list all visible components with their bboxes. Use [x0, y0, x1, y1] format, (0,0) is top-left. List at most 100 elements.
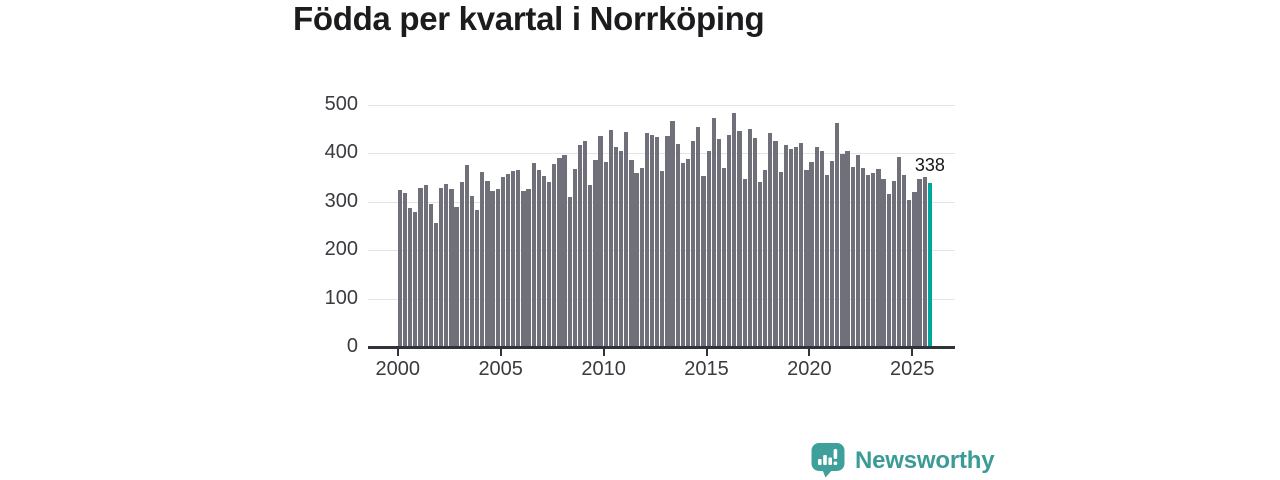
bar-2014Q3 — [696, 127, 701, 347]
bar-2012Q4 — [660, 171, 665, 347]
bar-2024Q4 — [907, 200, 912, 347]
bar-2018Q4 — [783, 145, 788, 347]
bar-2003Q3 — [469, 195, 475, 347]
bar-2000Q4 — [413, 212, 418, 347]
bar-2005Q2 — [505, 173, 511, 347]
bar-2003Q1 — [459, 182, 464, 347]
y-axis-label-400: 400 — [324, 141, 358, 164]
bar-2021Q2 — [835, 122, 840, 347]
bar-2019Q2 — [793, 146, 799, 347]
bar-2002Q2 — [444, 183, 449, 347]
bar-2010Q2 — [608, 130, 613, 347]
bar-2004Q1 — [480, 171, 485, 347]
bar-2003Q2 — [464, 164, 469, 347]
bar-2024Q3 — [902, 175, 907, 347]
y-axis-label-0: 0 — [346, 335, 358, 358]
bar-2018Q3 — [778, 171, 783, 347]
bar-2022Q2 — [855, 155, 860, 347]
newsworthy-logo: Newsworthy — [810, 442, 995, 479]
bar-2009Q1 — [583, 141, 588, 347]
bar-2023Q2 — [876, 168, 881, 347]
bar-2017Q3 — [757, 182, 763, 347]
y-axis-label-300: 300 — [324, 189, 358, 212]
bar-2008Q2 — [567, 197, 572, 347]
bar-2003Q4 — [474, 209, 480, 347]
bar-2010Q1 — [603, 162, 608, 347]
bar-2001Q2 — [423, 184, 428, 347]
x-axis-tick-2005 — [499, 348, 502, 356]
bar-2014Q4 — [701, 175, 706, 347]
bar-2018Q1 — [768, 133, 773, 347]
bar-2020Q2 — [814, 147, 819, 347]
bar-2011Q1 — [624, 131, 629, 347]
bar-2015Q2 — [711, 118, 716, 347]
x-axis-label-2015: 2015 — [684, 358, 729, 380]
x-axis-label-2005: 2005 — [478, 358, 523, 380]
bar-2025Q2 — [917, 178, 922, 347]
bar-2006Q4 — [536, 170, 541, 347]
bar-2001Q1 — [418, 187, 423, 347]
bar-2019Q3 — [799, 143, 804, 347]
bar-2025Q3 — [922, 177, 927, 347]
bar-2019Q1 — [788, 148, 794, 347]
bar-2023Q1 — [871, 173, 876, 347]
bar-2021Q3 — [840, 153, 845, 347]
bar-2024Q1 — [891, 180, 896, 347]
y-axis-label-500: 500 — [324, 93, 358, 116]
bar-2017Q2 — [752, 138, 758, 347]
bar-2002Q4 — [454, 207, 459, 347]
x-axis-line — [368, 346, 955, 349]
bar-2016Q3 — [737, 131, 742, 347]
bar-2004Q4 — [495, 188, 500, 347]
gridline-y-400 — [368, 153, 955, 155]
x-axis-label-2025: 2025 — [890, 358, 935, 380]
bar-2025Q1 — [912, 192, 917, 347]
bar-2009Q4 — [598, 135, 603, 347]
bar-2021Q1 — [829, 161, 835, 347]
bar-2023Q4 — [886, 193, 891, 347]
bar-2007Q4 — [557, 157, 562, 347]
bar-2001Q3 — [428, 203, 433, 347]
bar-2000Q3 — [408, 207, 413, 347]
x-axis-tick-2010 — [602, 348, 605, 356]
bar-2002Q3 — [449, 189, 454, 347]
bar-2021Q4 — [845, 150, 850, 347]
bar-2011Q3 — [634, 173, 639, 347]
bar-2020Q1 — [809, 162, 814, 347]
bar-2016Q4 — [742, 178, 747, 347]
bar-2011Q2 — [629, 159, 634, 347]
bar-2000Q2 — [402, 193, 408, 347]
bar-2014Q2 — [691, 140, 696, 347]
newsworthy-logo-text: Newsworthy — [855, 446, 995, 474]
bar-2007Q3 — [552, 163, 557, 347]
bar-2017Q4 — [763, 170, 768, 347]
x-axis-label-2010: 2010 — [581, 358, 626, 380]
bar-2016Q2 — [732, 112, 737, 347]
bar-2006Q2 — [526, 188, 531, 347]
bar-2009Q3 — [593, 159, 598, 347]
bar-2015Q4 — [721, 168, 727, 347]
bar-2011Q4 — [639, 167, 644, 347]
last-bar-value-label: 338 — [914, 155, 945, 176]
bar-2005Q3 — [510, 171, 516, 347]
bar-2008Q1 — [562, 155, 567, 347]
x-axis-tick-2020 — [808, 348, 811, 356]
bar-2024Q2 — [896, 157, 902, 347]
bar-2013Q1 — [665, 136, 670, 347]
bar-2012Q1 — [644, 133, 649, 347]
bar-2001Q4 — [433, 223, 439, 347]
x-axis-label-2000: 2000 — [375, 358, 421, 380]
y-axis-label-100: 100 — [324, 286, 358, 309]
bar-2016Q1 — [727, 134, 732, 347]
bar-2023Q3 — [881, 178, 886, 347]
bar-2002Q1 — [438, 187, 444, 347]
bar-2012Q2 — [649, 135, 655, 347]
bar-2022Q3 — [860, 167, 866, 347]
bar-2005Q4 — [516, 169, 521, 347]
bar-2020Q3 — [819, 151, 824, 347]
bar-2008Q3 — [572, 169, 577, 347]
bar-2022Q1 — [850, 167, 855, 347]
bar-2010Q3 — [613, 147, 619, 347]
newsworthy-speech-bubble-chart-icon — [811, 443, 845, 478]
